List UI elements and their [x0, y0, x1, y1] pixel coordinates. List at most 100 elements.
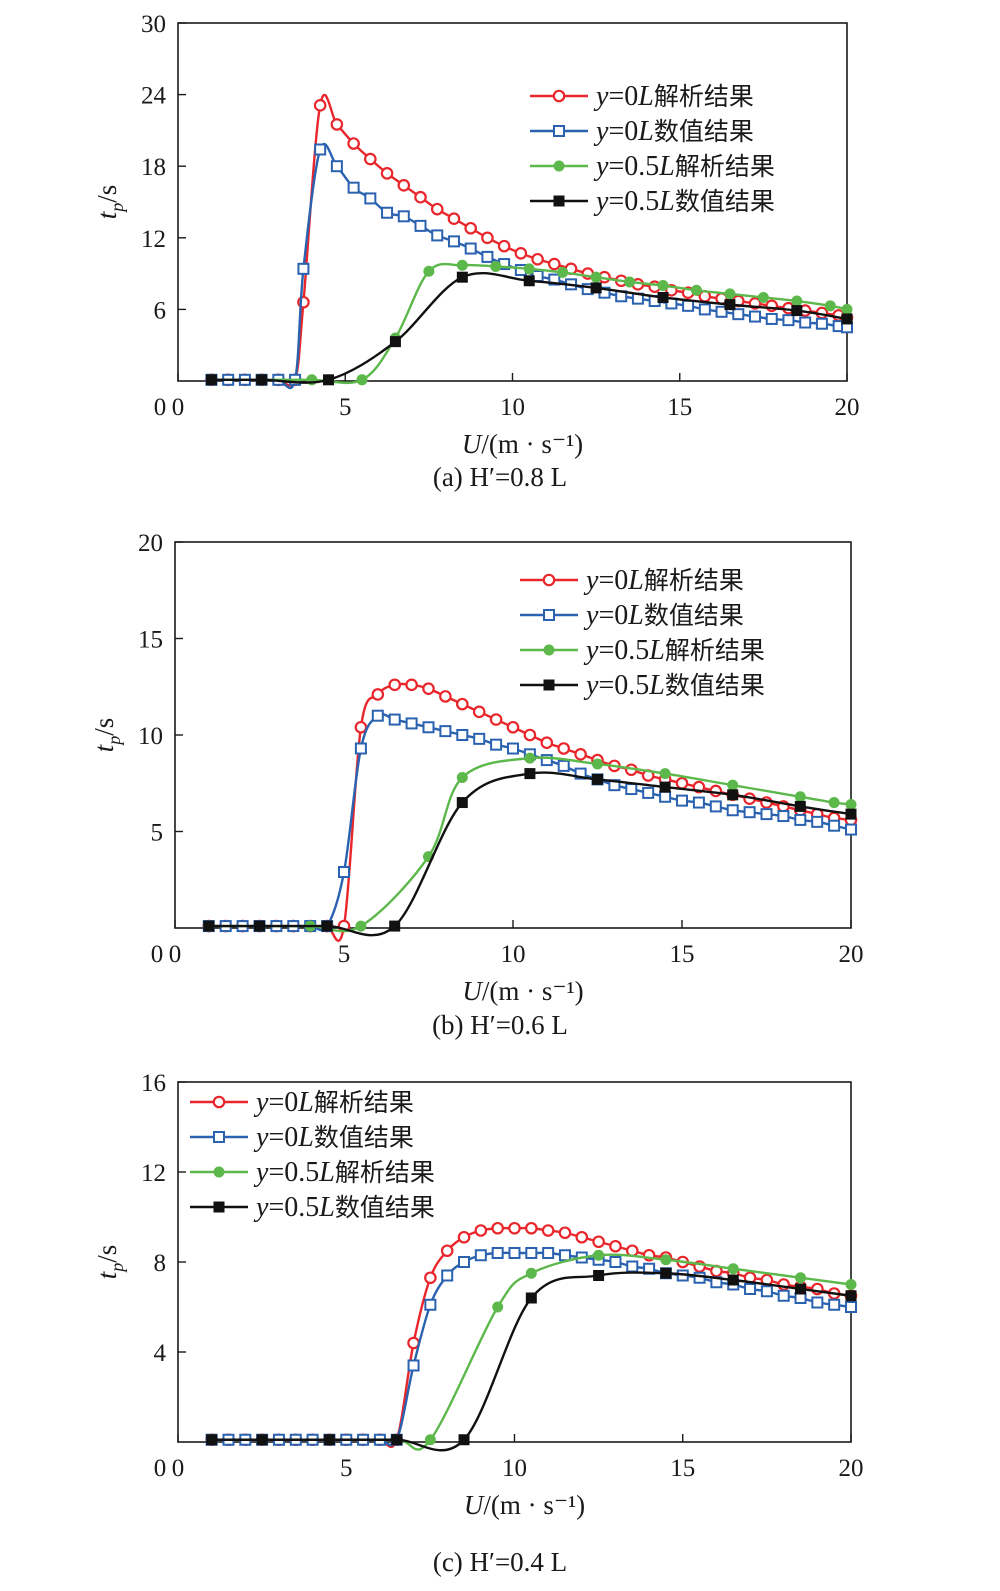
origin-label: 0	[154, 1455, 167, 1482]
data-point	[356, 374, 368, 386]
data-point	[749, 310, 762, 323]
data-point	[491, 1221, 504, 1235]
data-point	[791, 295, 803, 307]
y-tick-label: 18	[141, 154, 166, 181]
x-tick-label: 0	[172, 1455, 185, 1482]
data-point	[330, 160, 343, 173]
data-point	[794, 813, 807, 826]
data-point	[744, 1283, 757, 1295]
data-point	[657, 280, 669, 292]
x-tick-label: 5	[338, 941, 351, 968]
data-point	[414, 219, 427, 232]
chart-panel-a: 0 5 10 15 20 6 12 18 24 30 0 U/(m · s⁻¹) tp/s y=0L解析结…	[0, 0, 1000, 510]
data-point	[354, 720, 368, 734]
data-point	[525, 1267, 537, 1279]
data-point	[642, 786, 655, 799]
data-point	[422, 682, 435, 695]
data-point	[456, 729, 469, 741]
data-point	[682, 299, 695, 312]
legend-marker	[213, 1166, 225, 1178]
data-point	[659, 790, 672, 803]
legend-label: y=0L解析结果	[593, 81, 754, 112]
data-point	[323, 374, 335, 386]
data-point	[760, 1285, 773, 1298]
data-point	[456, 771, 468, 783]
x-tick-label: 0	[169, 941, 182, 968]
x-tick-label: 20	[839, 941, 864, 968]
data-point	[845, 823, 857, 836]
data-point	[424, 1298, 437, 1311]
data-point	[506, 720, 520, 734]
data-point	[205, 374, 217, 386]
data-point	[330, 118, 344, 131]
data-point	[659, 781, 671, 793]
series-line	[211, 272, 848, 384]
data-point	[381, 206, 394, 219]
series-line	[208, 756, 852, 933]
data-point	[523, 263, 535, 275]
data-point	[660, 1254, 672, 1266]
x-tick-label: 5	[340, 1455, 353, 1482]
data-point	[431, 229, 444, 242]
data-point	[389, 920, 401, 932]
data-point	[355, 920, 367, 932]
y-tick-label: 15	[138, 627, 163, 654]
data-point	[715, 305, 728, 318]
chart-panel-b: 0 5 10 15 20 5 10 15 20 0 U/(m · s⁻¹) tp/s y=0L解析结果 y…	[0, 520, 1000, 1060]
series-line	[208, 771, 852, 937]
data-point	[371, 709, 384, 722]
y-tick-label: 6	[154, 297, 167, 324]
data-point	[574, 748, 587, 761]
series-3	[203, 768, 857, 937]
data-point	[389, 336, 401, 348]
data-point	[558, 1226, 572, 1240]
x-tick-label: 0	[172, 394, 185, 421]
legend-marker	[543, 644, 555, 656]
data-point	[439, 690, 452, 703]
data-point	[824, 300, 836, 312]
legend-marker	[553, 125, 565, 137]
data-point	[474, 1249, 487, 1262]
series-3	[205, 271, 853, 386]
data-point	[514, 247, 528, 260]
x-tick-label: 15	[667, 394, 692, 421]
x-axis-label: U/(m · s⁻¹)	[462, 429, 583, 459]
y-tick-label: 16	[141, 1070, 166, 1097]
data-point	[845, 1279, 857, 1290]
data-point	[845, 1290, 857, 1302]
data-point	[456, 797, 468, 809]
data-point	[525, 1292, 537, 1304]
data-point	[458, 1434, 470, 1446]
data-point	[727, 779, 739, 791]
data-point	[624, 276, 636, 288]
data-point	[799, 316, 812, 329]
data-point	[590, 271, 602, 283]
data-point	[828, 1298, 841, 1311]
y-tick-label: 5	[151, 820, 164, 847]
data-point	[743, 806, 756, 819]
data-point	[531, 252, 544, 266]
data-point	[447, 212, 461, 226]
data-point	[625, 1244, 639, 1258]
data-point	[314, 143, 327, 156]
data-point	[491, 1247, 504, 1259]
series-0	[202, 678, 858, 942]
legend-marker	[543, 609, 555, 621]
series-line	[211, 1271, 852, 1452]
y-axis-label: tp/s	[92, 1245, 127, 1280]
chart-panel-c: 0 5 10 15 20 4 8 12 16 0 U/(m · s⁻¹) tp/s y=0L解析结果 y=…	[0, 1060, 1000, 1591]
data-point	[492, 1301, 504, 1313]
y-tick-label: 12	[141, 226, 166, 253]
caption-a: (a) H′=0.8 L	[432, 462, 568, 492]
plot-frame	[174, 541, 852, 929]
data-point	[690, 284, 702, 296]
data-point	[709, 800, 722, 813]
data-point	[490, 738, 503, 751]
data-point	[440, 1244, 454, 1258]
x-tick-label: 20	[835, 394, 860, 421]
data-point	[424, 1434, 436, 1446]
data-point	[405, 678, 418, 692]
data-point	[777, 810, 790, 823]
data-point	[407, 1359, 420, 1372]
data-point	[811, 1296, 824, 1309]
